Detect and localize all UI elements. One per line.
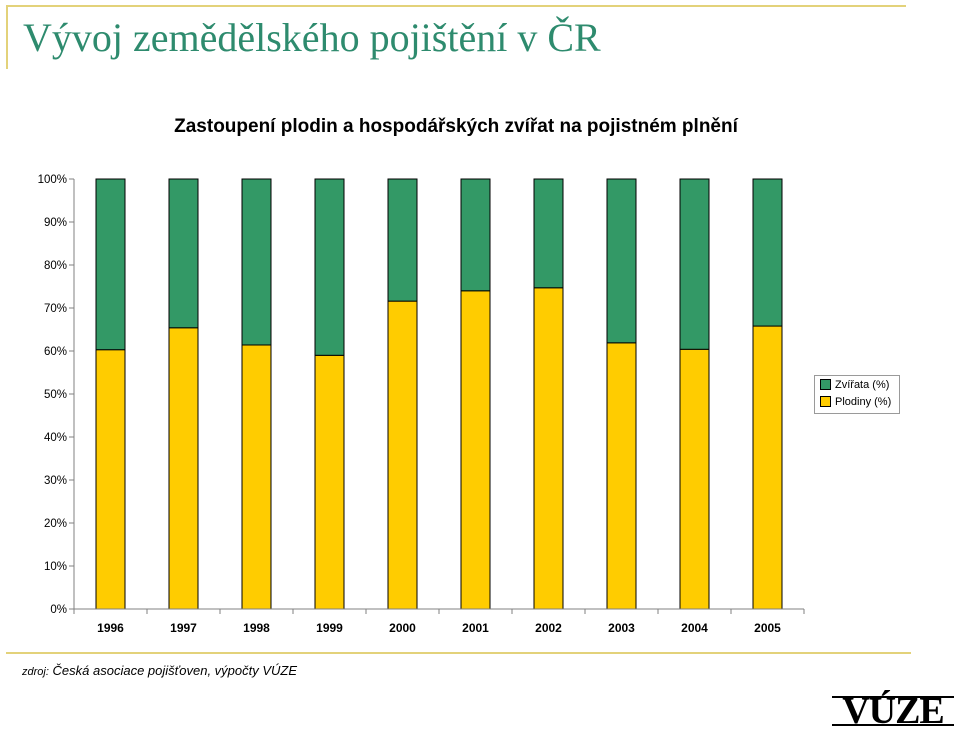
x-tick-label: 2000 [389,621,416,635]
x-tick-label: 1998 [243,621,270,635]
slide-title: Vývoj zemědělského pojištění v ČR [23,15,601,60]
y-axis: 0% 10% 20% 30% 40% 50% 60% 70% 80% 90% 100% [38,174,75,616]
left-decorative-rule [6,5,8,69]
bottom-decorative-rule [6,652,911,654]
x-tick-label: 1999 [316,621,343,635]
bar-plodiny-2002 [533,287,564,610]
y-tick-label: 20% [44,518,67,530]
y-tick-label: 60% [44,346,67,358]
bar-plodiny-2004 [679,348,710,610]
chart-title-text: Zastoupení plodin a hospodářských zvířat… [174,116,738,137]
y-tick-label: 70% [44,303,67,315]
legend-label-zvirata: Zvířata (%) [835,379,890,391]
bar-zvirata-2003 [606,178,637,344]
source-label: zdroj: [22,666,49,678]
x-tick-label: 2003 [608,621,635,635]
legend-item-plodiny: Plodiny (%) [820,395,892,409]
bar-plodiny-2001 [460,290,491,610]
legend-swatch-zvirata [820,378,831,390]
bar-zvirata-2005 [752,178,783,327]
top-decorative-rule [6,5,906,7]
source-note: zdroj: Česká asociace pojišťoven, výpočt… [22,663,297,678]
legend-swatch-plodiny [820,395,831,407]
bar-plodiny-1997 [168,327,199,610]
bar-zvirata-2004 [679,178,710,350]
y-tick-label: 80% [44,260,67,272]
x-tick-label: 2001 [462,621,489,635]
bar-zvirata-2000 [387,178,418,302]
vuze-logo: VÚZE [828,683,958,729]
legend-item-zvirata: Zvířata (%) [820,378,890,392]
legend-label-plodiny: Plodiny (%) [835,396,892,408]
bar-zvirata-1997 [168,178,199,329]
bar-plodiny-2005 [752,325,783,610]
x-tick-label: 1997 [170,621,197,635]
bars [95,178,783,610]
chart-title: Zastoupení plodin a hospodářských zvířat… [0,116,960,138]
bar-zvirata-1998 [241,178,272,346]
y-tick-label: 100% [38,174,67,186]
logo-text: VÚZE [842,690,944,729]
y-tick-label: 40% [44,432,67,444]
y-tick-label: 10% [44,561,67,573]
x-tick-label: 2004 [681,621,708,635]
bar-zvirata-2002 [533,178,564,289]
bar-plodiny-1998 [241,344,272,610]
y-tick-label: 90% [44,217,67,229]
source-text: Česká asociace pojišťoven, výpočty VÚZE [52,663,298,678]
bar-zvirata-1996 [95,178,126,351]
x-tick-label: 2005 [754,621,781,635]
bar-zvirata-2001 [460,178,491,292]
bar-plodiny-2000 [387,300,418,610]
chart-legend: Zvířata (%) Plodiny (%) [814,375,900,414]
y-tick-label: 30% [44,475,67,487]
y-tick-label: 0% [50,604,67,616]
x-tick-label: 1996 [97,621,124,635]
bar-plodiny-1999 [314,354,345,610]
bar-zvirata-1999 [314,178,345,356]
bar-plodiny-2003 [606,342,637,610]
x-tick-label: 2002 [535,621,562,635]
x-axis: 1996 1997 1998 1999 2000 2001 2002 2003 2004 2005 [73,608,805,635]
y-tick-label: 50% [44,389,67,401]
bar-plodiny-1996 [95,349,126,610]
